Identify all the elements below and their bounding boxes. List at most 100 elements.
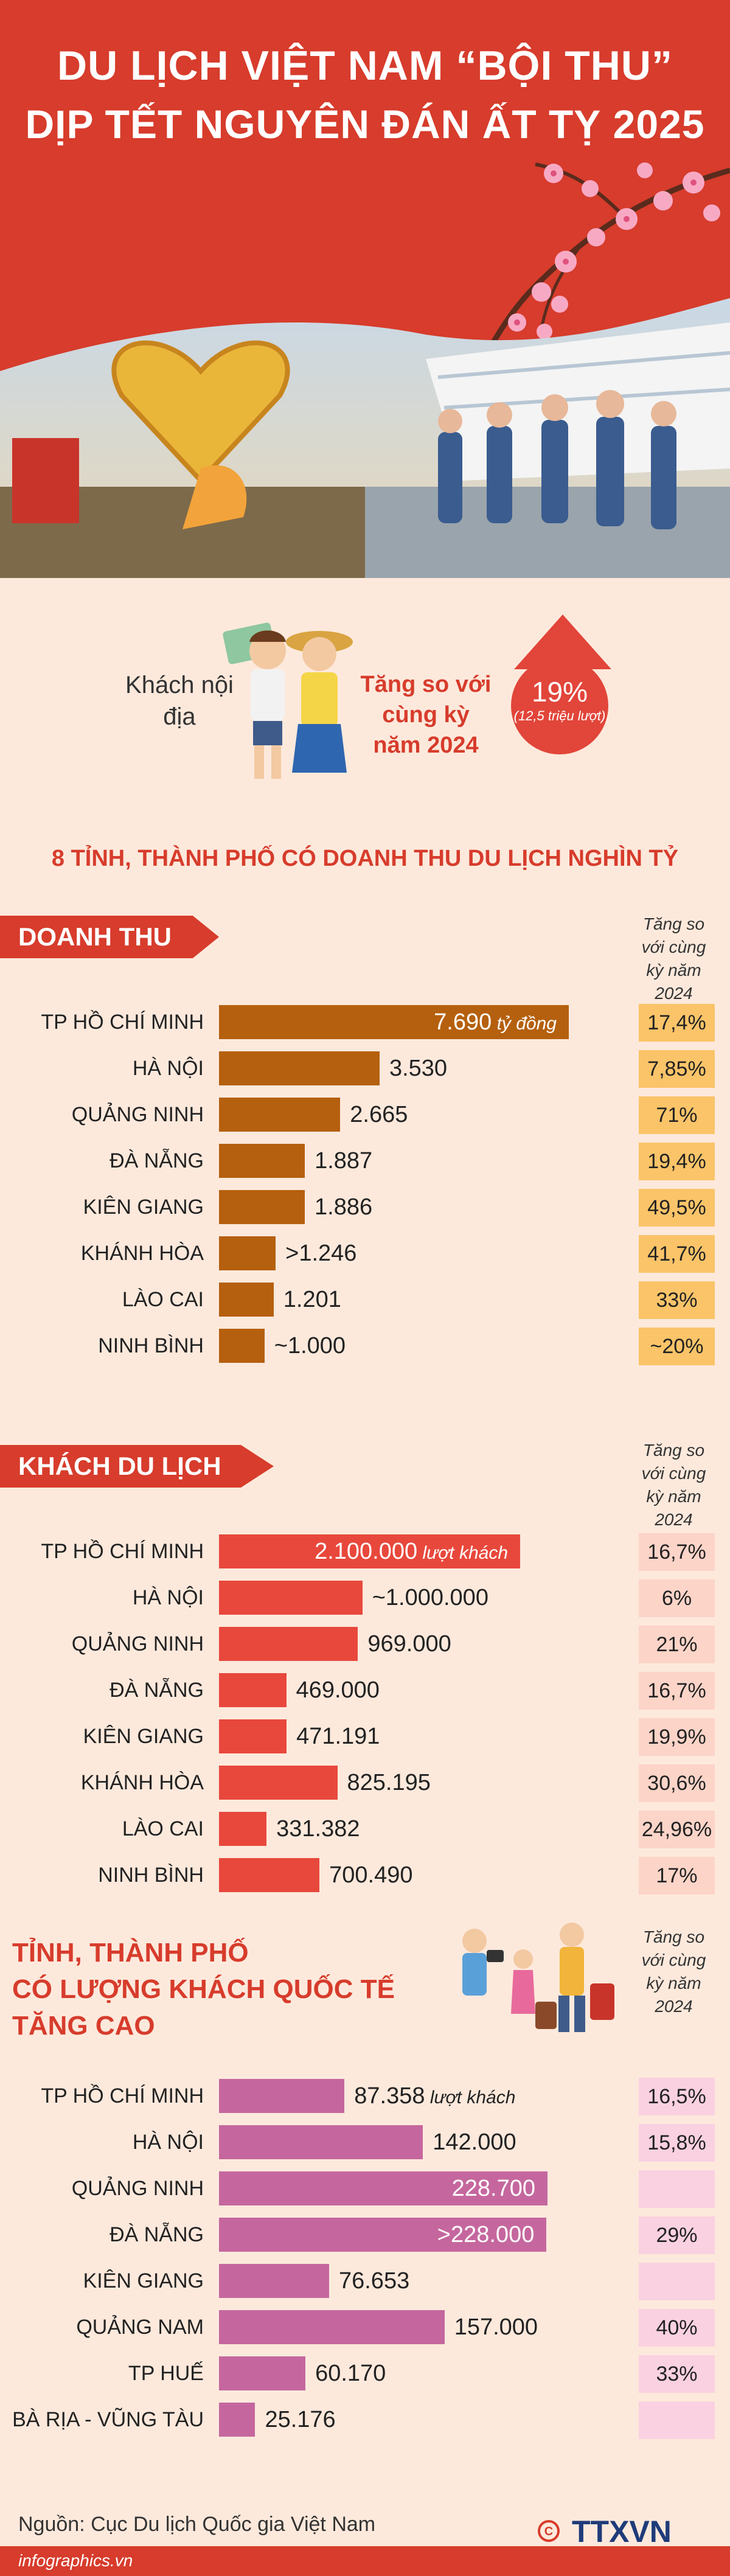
intl-growth-cell	[639, 2263, 715, 2300]
visitors-row-label: HÀ NỘI	[132, 1586, 204, 1609]
intl-row-label: QUẢNG NINH	[71, 2177, 204, 2200]
intl-bar	[219, 2171, 548, 2205]
revenue-value-label: 3.530	[389, 1056, 448, 1081]
revenue-bar	[219, 1051, 380, 1085]
revenue-row-label: NINH BÌNH	[98, 1334, 204, 1357]
footer-bar: infographics.vn	[0, 2546, 730, 2576]
ttxvn-logo: C TTXVN	[538, 2515, 672, 2549]
travelers-icon	[462, 1923, 614, 2032]
intl-row-label: TP HỒ CHÍ MINH	[41, 2084, 204, 2108]
intl-growth-cell: 16,5%	[639, 2078, 715, 2115]
title-line1: DU LỊCH VIỆT NAM “BỘI THU”	[57, 43, 673, 89]
revenue-growth-header: Tăng so với cùng kỳ năm 2024	[641, 914, 706, 1003]
visitors-value-label: 331.382	[276, 1816, 360, 1842]
intl-value-label: 60.170	[315, 2361, 386, 2386]
intl-growth-cell: 40%	[639, 2309, 715, 2347]
intl-row-label: HÀ NỘI	[132, 2131, 204, 2154]
visitors-bar	[219, 1534, 520, 1568]
visitors-row-label: QUẢNG NINH	[71, 1632, 204, 1655]
revenue-bar	[219, 1236, 276, 1270]
visitors-value-label: ~1.000.000	[372, 1585, 488, 1610]
intl-bar	[219, 2310, 445, 2344]
revenue-value-label: 1.887	[315, 1148, 373, 1174]
tourism-photo-illustration	[0, 298, 730, 578]
visitors-bar	[219, 1673, 287, 1707]
visitors-growth-cell: 21%	[639, 1626, 715, 1663]
intl-row-label: KIÊN GIANG	[83, 2269, 204, 2292]
revenue-row-label: ĐÀ NẴNG	[109, 1149, 204, 1172]
visitors-bar	[219, 1627, 358, 1661]
revenue-bar	[219, 1144, 305, 1178]
intl-title-line1: TỈNH, THÀNH PHỐ	[12, 1938, 249, 1968]
visitors-growth-cell: 19,9%	[639, 1718, 715, 1756]
header: DU LỊCH VIỆT NAM “BỘI THU” DỊP TẾT NGUYÊ…	[0, 0, 730, 578]
revenue-growth-cell: 71%	[639, 1096, 715, 1134]
intl-row-label: TP HUẾ	[128, 2362, 204, 2385]
revenue-row-label: TP HỒ CHÍ MINH	[41, 1011, 204, 1034]
intl-growth-cell	[639, 2170, 715, 2208]
tourist-couple-icon	[223, 622, 353, 779]
intl-value-label: 87.358 lượt khách	[354, 2083, 516, 2109]
footer-site: infographics.vn	[18, 2551, 133, 2570]
intl-title: TỈNH, THÀNH PHỐ CÓ LƯỢNG KHÁCH QUỐC TẾ T…	[12, 1935, 450, 2044]
revenue-title: DOANH THU	[0, 916, 219, 958]
copyright-icon	[538, 2520, 560, 2542]
visitors-value-label: 969.000	[367, 1631, 451, 1657]
intl-growth-cell: 15,8%	[639, 2124, 715, 2162]
visitors-growth-cell: 17%	[639, 1857, 715, 1895]
visitors-title: KHÁCH DU LỊCH	[0, 1445, 274, 1488]
visitors-growth-header: Tăng so với cùng kỳ năm 2024	[641, 1441, 706, 1529]
title-line2: DỊP TẾT NGUYÊN ĐÁN ẤT TỴ 2025	[25, 102, 705, 147]
revenue-bar	[219, 1098, 341, 1132]
revenue-bar	[219, 1329, 265, 1363]
revenue-growth-cell: ~20%	[639, 1328, 715, 1365]
svg-text:C: C	[544, 2525, 553, 2538]
visitors-row-label: KHÁNH HÒA	[80, 1771, 204, 1794]
source-note: Nguồn: Cục Du lịch Quốc gia Việt Nam	[18, 2513, 376, 2536]
domestic-label: Khách nội địa	[125, 672, 234, 730]
visitors-growth-cell: 16,7%	[639, 1533, 715, 1571]
revenue-growth-cell: 49,5%	[639, 1189, 715, 1227]
intl-value-label: 228.700	[451, 2176, 535, 2201]
revenue-bar	[219, 1190, 305, 1224]
visitors-growth-cell: 24,96%	[639, 1811, 715, 1848]
intl-bar	[219, 2125, 423, 2159]
intl-growth-cell: 33%	[639, 2355, 715, 2393]
visitors-row-label: LÀO CAI	[122, 1817, 204, 1840]
intl-title-line2: CÓ LƯỢNG KHÁCH QUỐC TẾ TĂNG CAO	[12, 1974, 395, 2041]
revenue-bar	[219, 1005, 569, 1039]
intl-value-label: 76.653	[338, 2268, 410, 2294]
revenue-growth-cell: 33%	[639, 1281, 715, 1319]
domestic-growth-pct: 19%	[531, 676, 588, 708]
revenue-value-label: 1.201	[283, 1287, 341, 1312]
intl-value-label: 142.000	[433, 2129, 516, 2155]
revenue-bar	[219, 1283, 274, 1317]
visitors-row-label: ĐÀ NẴNG	[109, 1679, 204, 1702]
intl-bar	[219, 2403, 255, 2437]
revenue-row-label: KHÁNH HÒA	[80, 1242, 204, 1265]
revenue-row-label: QUẢNG NINH	[71, 1103, 204, 1126]
page-title: DU LỊCH VIỆT NAM “BỘI THU” DỊP TẾT NGUYÊ…	[0, 37, 730, 153]
intl-bar	[219, 2218, 547, 2252]
revenue-row-label: HÀ NỘI	[132, 1057, 204, 1080]
visitors-unit-label: lượt khách	[417, 1543, 508, 1563]
intl-value-label: 157.000	[454, 2314, 538, 2340]
intl-bar	[219, 2356, 306, 2390]
visitors-growth-cell: 6%	[639, 1579, 715, 1617]
section-heading: 8 TỈNH, THÀNH PHỐ CÓ DOANH THU DU LỊCH N…	[51, 846, 679, 871]
revenue-value-label: >1.246	[285, 1241, 357, 1266]
visitors-row-label: TP HỒ CHÍ MINH	[41, 1540, 204, 1563]
revenue-value-label: 1.886	[315, 1194, 373, 1220]
intl-growth-cell	[639, 2401, 715, 2439]
revenue-value-label: 2.665	[350, 1102, 408, 1127]
domestic-growth-sub: (12,5 triệu lượt)	[513, 708, 606, 723]
intl-value-label: 25.176	[265, 2407, 336, 2432]
visitors-value-label: 700.490	[329, 1862, 413, 1888]
revenue-growth-cell: 19,4%	[639, 1143, 715, 1180]
revenue-row-label: KIÊN GIANG	[83, 1196, 204, 1219]
visitors-bar	[219, 1812, 267, 1846]
visitors-row-label: NINH BÌNH	[98, 1864, 204, 1887]
revenue-growth-cell: 41,7%	[639, 1235, 715, 1273]
intl-unit-label: lượt khách	[425, 2087, 516, 2108]
